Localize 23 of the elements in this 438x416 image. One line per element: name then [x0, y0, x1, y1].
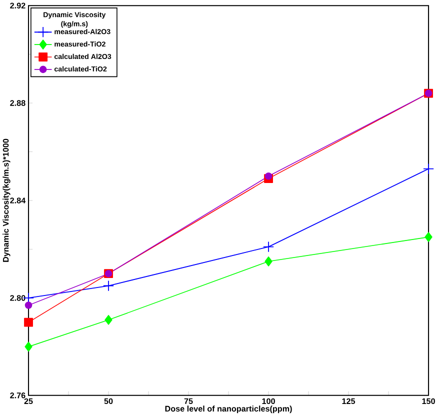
y-tick-label: 2.92	[10, 2, 26, 9]
point	[102, 280, 114, 292]
point	[104, 314, 112, 325]
x-tick-label: 150	[422, 398, 435, 404]
point	[424, 232, 432, 242]
x-tick-label: 125	[342, 398, 356, 404]
y-tick-label: 2.88	[10, 100, 26, 106]
y-tick-label: 2.76	[10, 392, 26, 398]
x-tick-label: 25	[24, 398, 33, 404]
x-tick-label: 75	[184, 398, 193, 404]
point	[24, 302, 32, 309]
y-tick-label: 2.80	[10, 295, 26, 301]
x-tick-label: 100	[262, 398, 275, 404]
point	[264, 256, 272, 266]
point	[24, 342, 32, 352]
y-axis-title: Dynamic Viscosity(kg/m.s)*1000	[2, 138, 10, 262]
y-tick-label: 2.84	[10, 198, 26, 204]
x-tick-label: 50	[104, 398, 113, 404]
x-axis-title: Dose level of nanoparticles(ppm)	[165, 406, 292, 414]
point	[24, 318, 33, 327]
point	[264, 172, 272, 180]
point	[263, 241, 274, 252]
point	[423, 163, 434, 174]
